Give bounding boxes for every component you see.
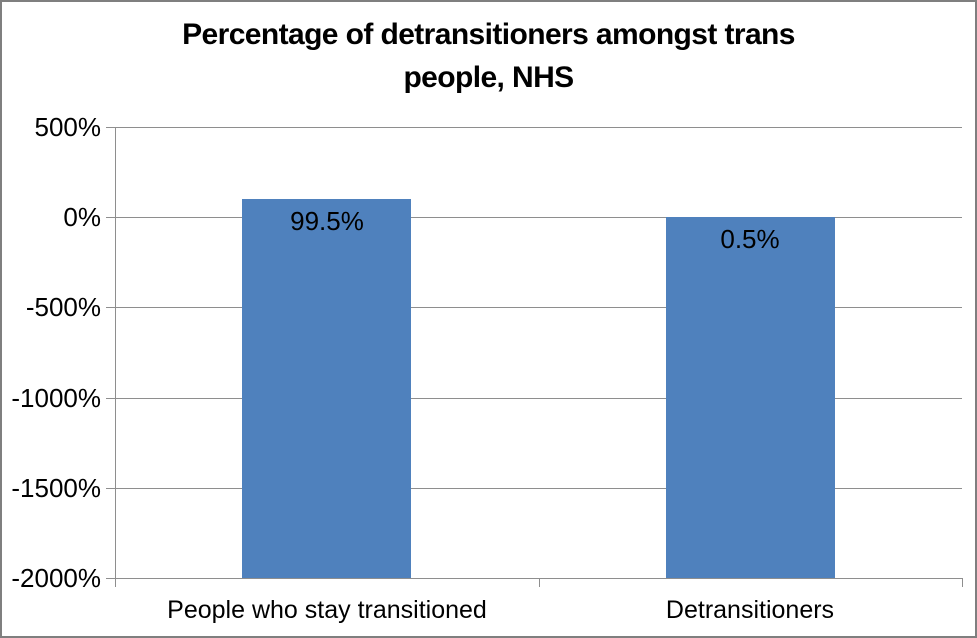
y-axis-tick: [106, 217, 115, 218]
y-gridline: [115, 217, 962, 218]
bar-value-label-1: 99.5%: [290, 206, 364, 236]
x-axis-tick: [539, 578, 540, 587]
y-axis-label: 0%: [63, 202, 101, 232]
chart-title-line-1: Percentage of detransitioners amongst tr…: [182, 18, 795, 51]
bar-value-label-2: 0.5%: [720, 224, 780, 254]
bar-2: [666, 217, 835, 578]
category-label-2: Detransitioners: [665, 596, 835, 624]
y-axis-label: -1000%: [11, 383, 101, 413]
y-axis-line: [115, 127, 116, 587]
x-axis-tick: [962, 578, 963, 587]
category-label-1: People who stay transitioned: [167, 596, 487, 624]
y-axis-tick: [106, 488, 115, 489]
y-axis-tick: [106, 127, 115, 128]
y-axis-tick: [106, 398, 115, 399]
bar-1: [242, 199, 411, 578]
chart-title-line-2: people, NHS: [403, 61, 574, 94]
y-axis-label: -2000%: [11, 563, 101, 593]
y-gridline: [115, 578, 962, 579]
y-axis-label: -500%: [25, 292, 101, 322]
y-axis-tick: [106, 578, 115, 579]
y-axis-label: 500%: [34, 112, 102, 142]
y-gridline: [115, 398, 962, 399]
y-axis-tick: [106, 307, 115, 308]
y-gridline: [115, 307, 962, 308]
y-gridline: [115, 127, 962, 128]
y-axis-label: -1500%: [11, 473, 101, 503]
y-gridline: [115, 488, 962, 489]
chart-title: Percentage of detransitioners amongst tr…: [0, 13, 977, 99]
